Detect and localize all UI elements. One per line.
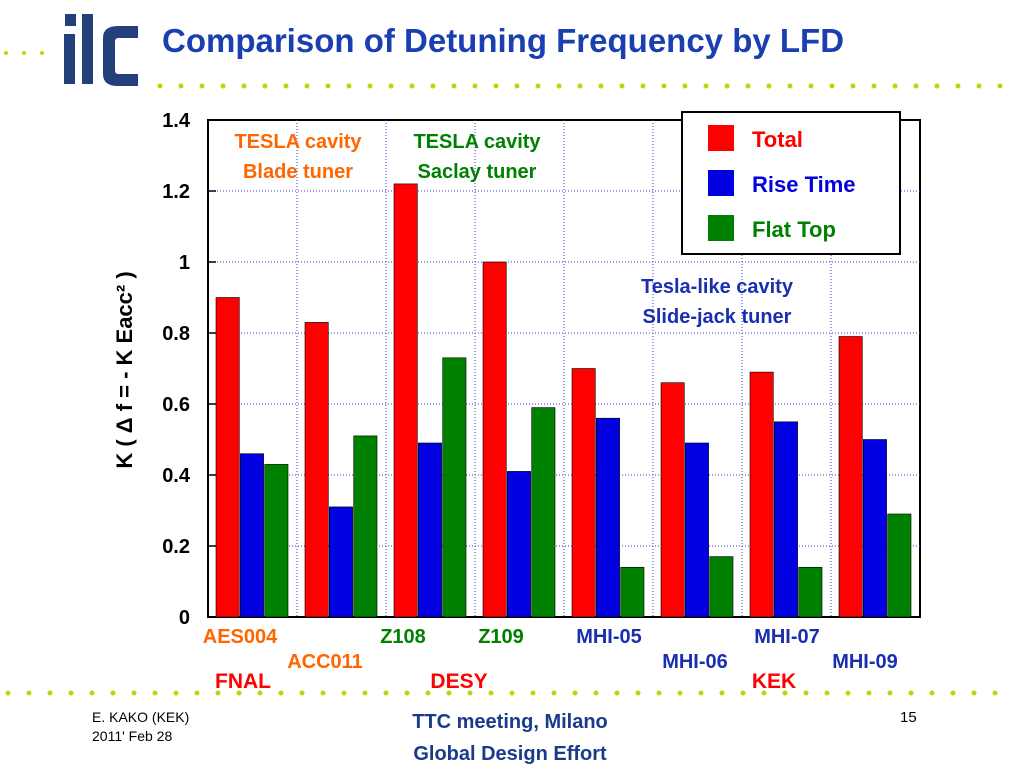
footer-date: 2011' Feb 28 (92, 728, 173, 744)
bar-flat-top-z109 (531, 407, 556, 618)
legend-swatch-flat-top (708, 215, 734, 241)
group-label-kek: KEK (752, 670, 796, 693)
y-tick-label: 1.4 (162, 110, 191, 132)
annotation-saclay-tuner-line2: Saclay tuner (418, 161, 537, 183)
category-label-z108: Z108 (380, 626, 426, 648)
legend: Total Rise Time Flat Top (681, 111, 901, 255)
legend-label-flat-top: Flat Top (752, 217, 836, 242)
y-tick-label: 1 (179, 252, 190, 274)
top-left-dots (4, 51, 44, 55)
bar-flat-top-aes004 (264, 464, 289, 618)
annotation-slide-jack-line2: Slide-jack tuner (643, 306, 792, 328)
legend-label-total: Total (752, 127, 803, 152)
bar-flat-top-mhi-05 (620, 566, 645, 618)
bar-total-z108 (393, 183, 418, 618)
footer-author: E. KAKO (KEK) (92, 709, 190, 725)
bar-flat-top-mhi-07 (798, 566, 823, 618)
bar-total-acc011 (304, 322, 329, 618)
category-label-mhi-05: MHI-05 (576, 626, 642, 648)
top-dotted-rule (157, 83, 1003, 89)
bar-flat-top-mhi-09 (887, 513, 912, 618)
bar-total-aes004 (215, 297, 240, 618)
bar-rise-time-mhi-05 (595, 417, 620, 618)
category-label-z109: Z109 (478, 626, 524, 648)
bar-rise-time-mhi-09 (862, 439, 887, 618)
bar-total-mhi-05 (571, 368, 596, 618)
annotation-saclay-tuner-line1: TESLA cavity (413, 131, 541, 153)
y-tick-label: 0.8 (162, 323, 190, 345)
bar-total-z109 (482, 261, 507, 618)
category-label-mhi-06: MHI-06 (662, 651, 728, 673)
bar-flat-top-mhi-06 (709, 556, 734, 618)
y-tick-label: 0.6 (162, 394, 190, 416)
annotation-slide-jack-line1: Tesla-like cavity (641, 276, 794, 298)
annotation-blade-tuner-line2: Blade tuner (243, 161, 353, 183)
bar-rise-time-z109 (506, 471, 531, 618)
bar-flat-top-z108 (442, 357, 467, 618)
bar-total-mhi-09 (838, 336, 863, 618)
ilc-logo (64, 14, 138, 86)
footer-meeting: TTC meeting, Milano (412, 711, 608, 733)
footer-organization: Global Design Effort (413, 743, 607, 765)
category-label-acc011: ACC011 (287, 651, 363, 673)
bar-flat-top-acc011 (353, 435, 378, 618)
bar-rise-time-mhi-07 (773, 421, 798, 618)
group-label-desy: DESY (430, 670, 487, 693)
category-label-aes004: AES004 (203, 626, 278, 648)
bar-rise-time-acc011 (328, 506, 353, 618)
legend-swatch-total (708, 125, 734, 151)
legend-label-rise-time: Rise Time (752, 172, 856, 197)
y-axis-label: K ( Δ f = - K Eacc² ) (112, 271, 137, 468)
y-tick-label: 1.2 (162, 181, 190, 203)
bar-rise-time-mhi-06 (684, 442, 709, 618)
bar-rise-time-aes004 (240, 453, 264, 618)
y-tick-label: 0.2 (162, 536, 190, 558)
category-label-mhi-07: MHI-07 (754, 626, 820, 648)
bar-total-mhi-07 (749, 371, 774, 618)
group-label-fnal: FNAL (215, 670, 271, 693)
slide-title: Comparison of Detuning Frequency by LFD (162, 22, 845, 59)
annotation-blade-tuner-line1: TESLA cavity (234, 131, 362, 153)
y-tick-label: 0 (179, 607, 190, 629)
category-label-mhi-09: MHI-09 (832, 651, 898, 673)
legend-swatch-rise-time (708, 170, 734, 196)
page-number: 15 (900, 709, 917, 726)
bottom-dotted-rule (5, 690, 998, 696)
bar-rise-time-z108 (417, 442, 442, 618)
bar-total-mhi-06 (660, 382, 685, 618)
y-tick-label: 0.4 (162, 465, 191, 487)
